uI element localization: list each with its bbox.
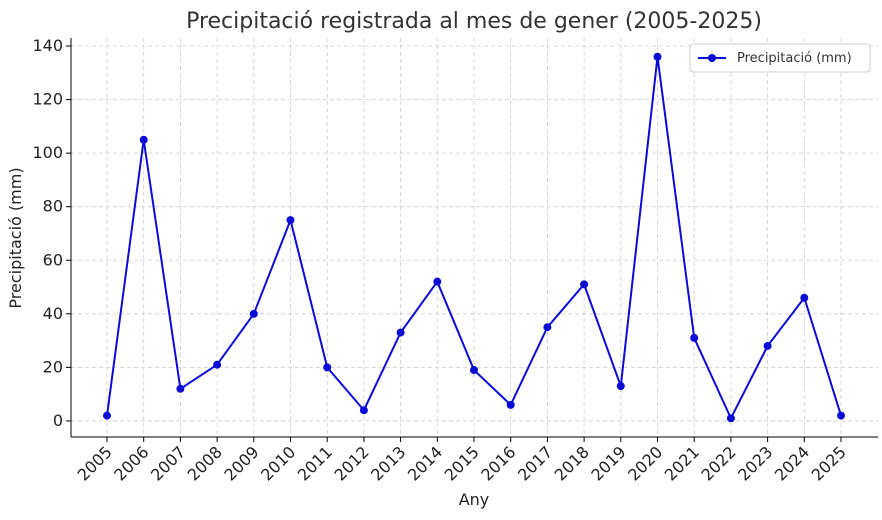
data-point [286,216,295,225]
x-tick-label: 2019 [587,442,629,484]
data-point [506,400,515,409]
data-point [800,293,809,302]
data-point [653,52,662,61]
x-tick-label: 2007 [147,442,189,484]
data-point [726,414,735,423]
y-tick-label: 100 [32,143,63,162]
data-point [213,360,222,369]
series-layer [103,52,845,423]
data-point [763,341,772,350]
x-tick-label: 2008 [184,442,226,484]
data-point [176,384,185,393]
data-point [837,411,845,420]
x-tick-label: 2018 [551,442,593,484]
x-tick-label: 2006 [110,442,152,484]
grid-layer [71,38,878,437]
x-tick-label: 2013 [367,442,409,484]
x-tick-label: 2023 [734,442,776,484]
x-tick-label: 2014 [404,442,446,484]
legend-label: Precipitació (mm) [737,51,852,66]
x-tick-label: 2012 [331,442,373,484]
y-tick-label: 80 [43,197,63,216]
x-axis-label: Any [459,490,490,509]
x-tick-label: 2011 [294,442,336,484]
x-tick-label: 2017 [514,442,556,484]
x-tick-label: 2022 [698,442,740,484]
x-tick-label: 2024 [771,442,813,484]
y-tick-label: 120 [32,90,63,109]
legend-point-marker [708,54,716,62]
chart-title: Precipitació registrada al mes de gener … [186,9,762,34]
data-point [103,411,111,420]
x-tick-label: 2010 [257,442,299,484]
data-point [690,333,699,342]
legend-box [689,43,871,73]
data-point [580,280,589,289]
data-point [470,366,478,375]
data-point [139,135,148,144]
y-tick-label: 140 [32,36,63,55]
x-tick-label: 2009 [220,442,262,484]
data-point [359,406,368,415]
y-axis-label: Precipitació (mm) [6,167,25,308]
x-tick-label: 2016 [477,442,519,484]
y-tick-label: 60 [43,250,63,269]
data-point [543,323,552,332]
data-point [323,363,332,372]
y-tick-label: 40 [43,304,63,323]
data-point [249,309,258,318]
y-tick-label: 0 [53,411,63,430]
x-tick-label: 2021 [661,442,703,484]
x-tick-label: 2005 [74,442,116,484]
data-point [396,328,405,337]
x-tick-label: 2015 [441,442,483,484]
x-tick-label: 2025 [808,442,850,484]
data-point [616,382,625,391]
x-tick-label: 2020 [624,442,666,484]
legend: Precipitació (mm) [689,43,871,73]
y-tick-label: 20 [43,357,63,376]
data-point [433,277,442,286]
